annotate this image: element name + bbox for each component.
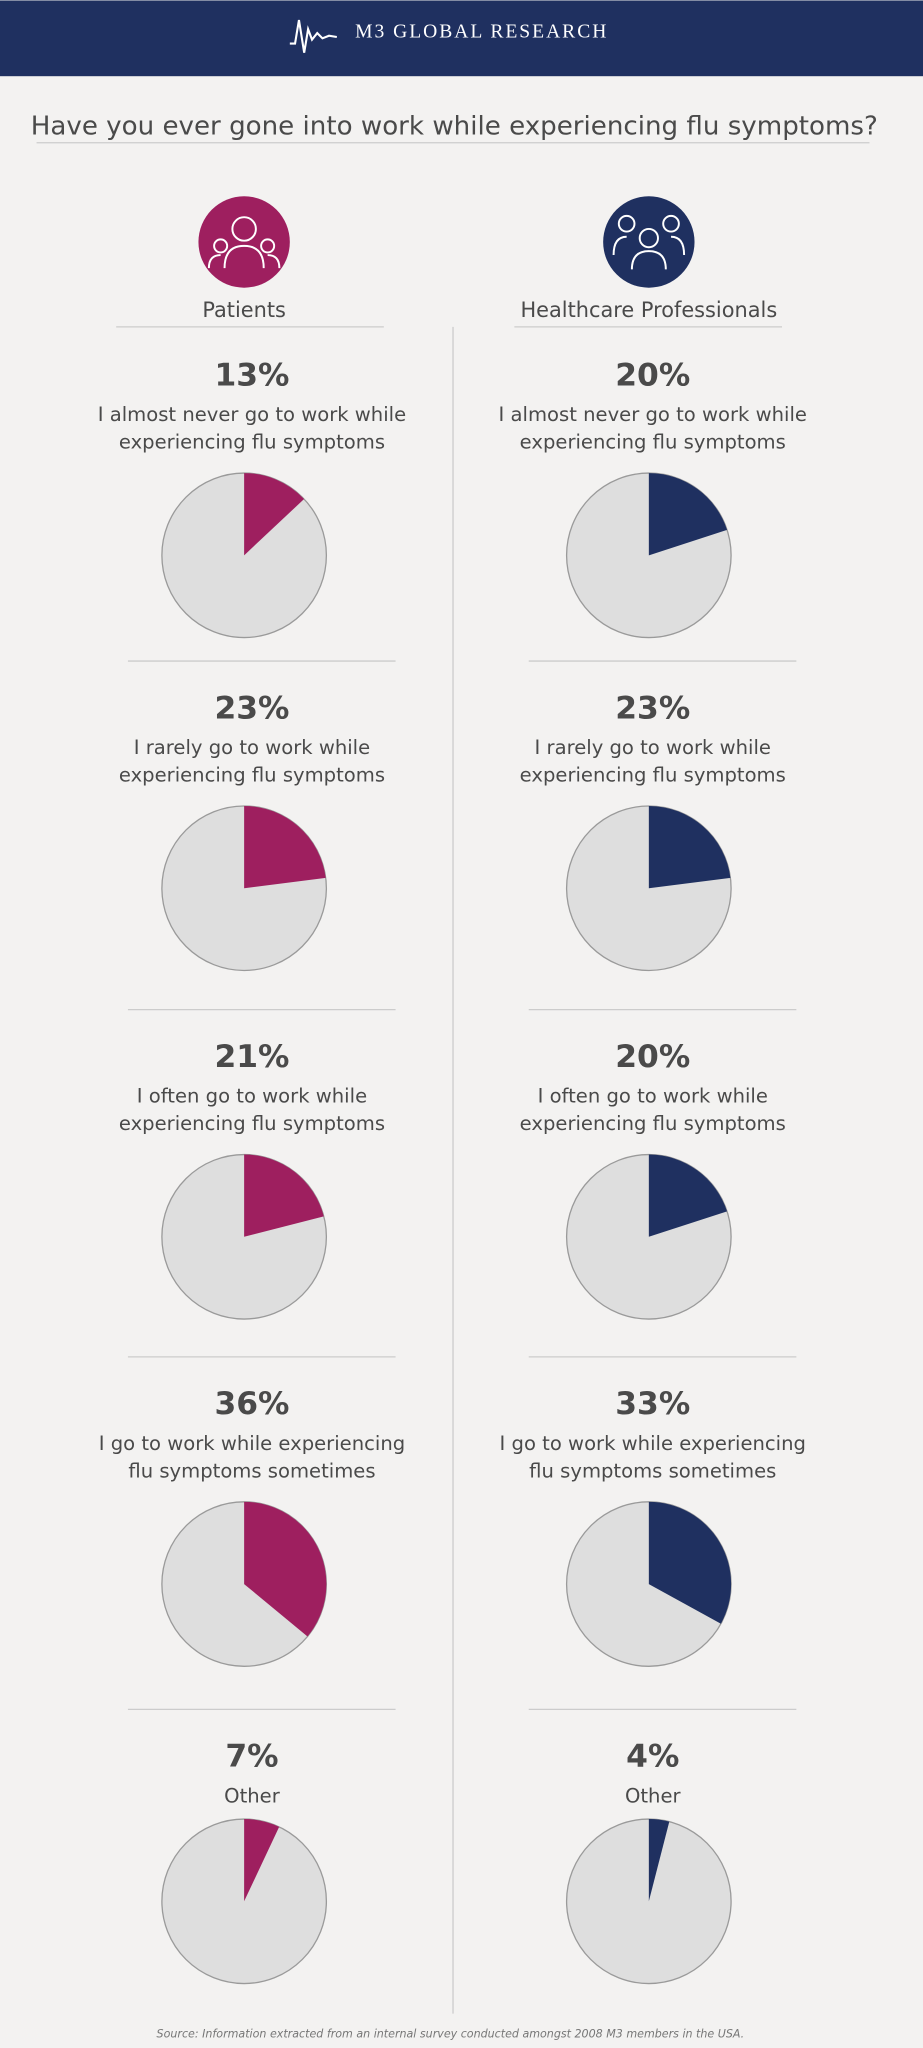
pie-slice <box>244 1154 324 1237</box>
professionals-icon <box>603 196 695 288</box>
value-label: 20% <box>615 1039 690 1075</box>
value-label: 23% <box>214 690 289 726</box>
pie-caption: I often go to work while <box>538 1085 768 1108</box>
value-label: 36% <box>214 1386 289 1422</box>
pie-slice <box>648 473 728 556</box>
column-label: Healthcare Professionals <box>520 298 777 322</box>
pie-caption: experiencing flu symptoms <box>520 431 786 454</box>
value-label: 21% <box>214 1039 289 1075</box>
pie-background <box>565 1818 732 1985</box>
pie-caption: I go to work while experiencing <box>99 1432 405 1455</box>
pie-slice <box>648 805 731 889</box>
pie-slice <box>244 1501 327 1637</box>
pie-caption: flu symptoms sometimes <box>529 1459 776 1482</box>
pie-caption: Other <box>625 1784 682 1807</box>
source-note: Source: Information extracted from an in… <box>157 2027 745 2040</box>
pie-slice <box>648 1501 732 1624</box>
value-label: 33% <box>615 1386 690 1422</box>
pie-slice <box>244 805 326 889</box>
pie-caption: experiencing flu symptoms <box>520 763 786 786</box>
pie-caption: I rarely go to work while <box>134 736 370 759</box>
pie-caption: I go to work while experiencing <box>500 1432 806 1455</box>
pie-caption: Other <box>224 1784 281 1807</box>
pie-slice <box>648 1819 670 1902</box>
pie-caption: I rarely go to work while <box>535 736 771 759</box>
pie-slice <box>648 1154 728 1237</box>
pie-caption: I often go to work while <box>137 1085 367 1108</box>
column-label: Patients <box>202 298 286 322</box>
pie-slice <box>244 473 305 556</box>
logo-wave <box>289 19 337 53</box>
value-label: 23% <box>615 690 690 726</box>
pie-caption: I almost never go to work while <box>98 403 406 426</box>
value-label: 20% <box>615 357 690 393</box>
pie-background <box>161 1818 328 1985</box>
value-label: 13% <box>214 357 289 393</box>
pie-caption: flu symptoms sometimes <box>128 1459 375 1482</box>
pie-caption: experiencing flu symptoms <box>119 763 385 786</box>
pie-caption: experiencing flu symptoms <box>520 1112 786 1135</box>
pie-slice <box>244 1819 280 1902</box>
header-bar <box>0 0 923 77</box>
pie-caption: experiencing flu symptoms <box>119 1112 385 1135</box>
pie-caption: I almost never go to work while <box>499 403 807 426</box>
brand: M3 GLOBAL RESEARCH <box>355 22 608 43</box>
page-title: Have you ever gone into work while exper… <box>31 112 878 142</box>
patients-icon <box>198 196 290 288</box>
value-label: 7% <box>225 1739 278 1775</box>
pie-caption: experiencing flu symptoms <box>119 431 385 454</box>
value-label: 4% <box>626 1739 679 1775</box>
